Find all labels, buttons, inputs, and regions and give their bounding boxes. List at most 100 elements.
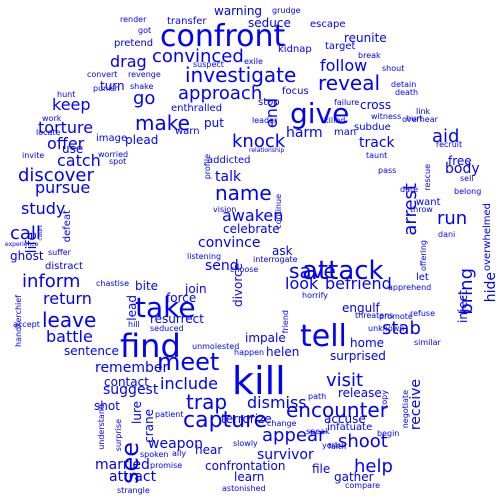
- cloud-word: throw: [410, 205, 433, 214]
- cloud-word: worried: [98, 150, 129, 159]
- cloud-word: plead: [125, 133, 159, 147]
- cloud-word: join: [185, 282, 207, 296]
- cloud-word: want: [416, 197, 441, 208]
- cloud-word: attack: [302, 256, 384, 286]
- cloud-word: harm: [286, 125, 323, 141]
- cloud-word: talk: [215, 169, 242, 185]
- cloud-word: accept: [13, 320, 40, 329]
- cloud-word: hide: [483, 272, 499, 303]
- cloud-word: home: [350, 336, 385, 350]
- cloud-word: run: [437, 208, 468, 229]
- cloud-word: overhear: [402, 115, 438, 124]
- cloud-word: court: [37, 225, 44, 241]
- cloud-word: distract: [45, 261, 83, 272]
- cloud-word: york: [322, 441, 340, 450]
- cloud-word: send: [205, 258, 239, 274]
- cloud-word: relationship: [249, 147, 285, 154]
- cloud-word: visit: [326, 370, 364, 391]
- cloud-word: killed: [324, 116, 346, 125]
- cloud-word: path: [308, 392, 327, 401]
- cloud-word: helen: [266, 345, 300, 359]
- cloud-word: escape: [310, 19, 346, 30]
- cloud-word: investigate: [185, 63, 297, 87]
- cloud-word: surprise: [114, 419, 123, 452]
- cloud-word: lead: [125, 295, 139, 321]
- cloud-word: resurrect: [150, 312, 204, 326]
- cloud-word: use: [62, 142, 84, 156]
- cloud-word: revenge: [128, 70, 161, 79]
- cloud-word: invite: [22, 151, 45, 160]
- cloud-word: hurt: [406, 114, 423, 123]
- cloud-word: faith: [328, 442, 347, 451]
- cloud-word: punish: [93, 84, 120, 93]
- cloud-word: married: [95, 457, 150, 473]
- cloud-word: spoken: [140, 450, 169, 459]
- cloud-word: seduced: [150, 324, 184, 333]
- cloud-word: listening: [187, 252, 222, 261]
- cloud-word: happen: [234, 348, 265, 357]
- cloud-word: gather: [334, 470, 374, 484]
- cloud-word: friend: [281, 310, 290, 334]
- cloud-word: similar: [414, 338, 441, 347]
- cloud-word: unmolested: [192, 342, 240, 351]
- cloud-word: capture: [183, 408, 268, 433]
- cloud-word: force: [166, 291, 197, 305]
- cloud-word: rescue: [423, 164, 432, 191]
- cloud-word: appear: [262, 425, 326, 446]
- cloud-word: learn: [234, 470, 265, 484]
- cloud-word: overwhelmed: [482, 203, 493, 271]
- cloud-word: astonished: [222, 484, 266, 493]
- cloud-word: hunt: [57, 90, 76, 99]
- cloud-word: choose: [230, 265, 259, 274]
- cloud-word: battle: [46, 327, 93, 346]
- cloud-word: accuse: [324, 412, 366, 426]
- cloud-word: suspect: [193, 60, 224, 69]
- cloud-word: go: [133, 88, 156, 109]
- cloud-word: torture: [38, 118, 94, 137]
- cloud-word: leader: [252, 116, 278, 125]
- cloud-word: crane: [142, 409, 156, 443]
- cloud-word: discover: [18, 165, 94, 186]
- cloud-word: approach: [178, 83, 263, 104]
- cloud-word: meet: [157, 348, 220, 376]
- cloud-word: dani: [438, 230, 456, 239]
- cloud-word: promote: [379, 312, 413, 321]
- cloud-word: ally: [172, 449, 187, 458]
- cloud-word: compare: [345, 481, 381, 490]
- cloud-word: seduce: [248, 16, 291, 30]
- cloud-word: stab: [382, 318, 421, 339]
- cloud-word: focus: [282, 86, 309, 97]
- cloud-word: remember: [95, 360, 169, 376]
- cloud-word: help: [354, 456, 393, 477]
- cloud-word: threatens: [355, 311, 394, 320]
- cloud-word: horrify: [302, 291, 329, 300]
- cloud-word: find: [120, 327, 181, 365]
- cloud-word: celebrate: [223, 222, 280, 236]
- cloud-word: suffer: [48, 248, 71, 257]
- cloud-word: pursue: [35, 178, 91, 197]
- cloud-word: inject: [456, 290, 470, 323]
- cloud-word: track: [359, 135, 395, 151]
- cloud-word: suggest: [103, 382, 159, 398]
- cloud-word: reunite: [344, 31, 387, 45]
- cloud-word: defeat: [62, 210, 73, 243]
- cloud-word: speak: [306, 427, 330, 436]
- cloud-word: reveal: [318, 71, 381, 95]
- cloud-word: attract: [109, 469, 157, 485]
- cloud-word: date: [400, 185, 419, 194]
- cloud-word: spot: [109, 157, 127, 166]
- cloud-word: work: [42, 114, 62, 123]
- cloud-word: make: [135, 111, 190, 135]
- cloud-word: offer: [47, 134, 85, 153]
- cloud-word: got: [138, 26, 152, 35]
- cloud-word: hill: [128, 320, 140, 329]
- cloud-word: pretend: [114, 38, 154, 49]
- cloud-word: convert: [87, 70, 118, 79]
- cloud-word: vision: [213, 205, 237, 214]
- cloud-word: shot: [94, 399, 120, 413]
- cloud-word: tell: [300, 319, 347, 354]
- cloud-word: release: [338, 386, 382, 400]
- cloud-word: drag: [110, 52, 147, 71]
- cloud-word: enthralled: [171, 103, 223, 114]
- cloud-word: file: [312, 462, 331, 476]
